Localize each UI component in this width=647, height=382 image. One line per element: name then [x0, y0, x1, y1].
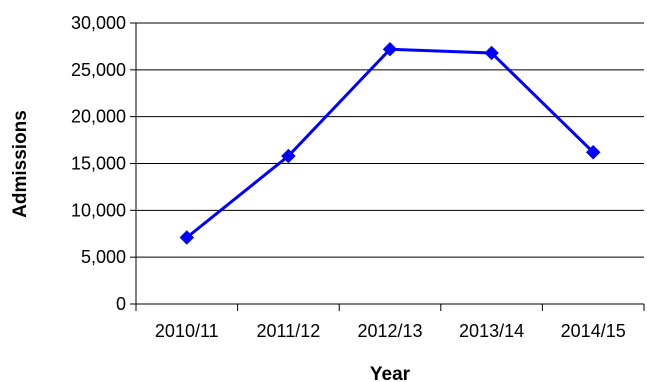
x-tick-label: 2013/14 [459, 321, 524, 341]
y-tick-label: 5,000 [81, 247, 126, 267]
data-point-marker [281, 148, 296, 164]
x-axis-title: Year [370, 364, 411, 382]
x-tick-label: 2012/13 [357, 321, 422, 341]
tick-labels: 0 5,000 10,000 15,000 20,000 25,000 30,000 2010… [71, 13, 626, 341]
x-tick-label: 2014/15 [561, 321, 626, 341]
gridlines [136, 22, 644, 258]
y-tick-label: 25,000 [71, 60, 126, 80]
y-tick-label: 10,000 [71, 200, 126, 220]
x-tick-label: 2010/11 [155, 321, 219, 341]
series-line [185, 47, 595, 239]
x-tick-label: 2011/12 [257, 321, 321, 341]
axes [130, 22, 645, 311]
series [179, 42, 601, 245]
data-point-marker [484, 45, 499, 61]
y-tick-label: 0 [116, 294, 126, 314]
data-point-marker [179, 230, 195, 245]
y-tick-label: 20,000 [71, 107, 126, 127]
data-point-marker [382, 42, 398, 57]
y-axis-title: Admissions [10, 110, 31, 218]
data-point-marker [585, 145, 601, 160]
y-tick-label: 30,000 [71, 13, 126, 33]
y-tick-label: 15,000 [71, 154, 126, 174]
